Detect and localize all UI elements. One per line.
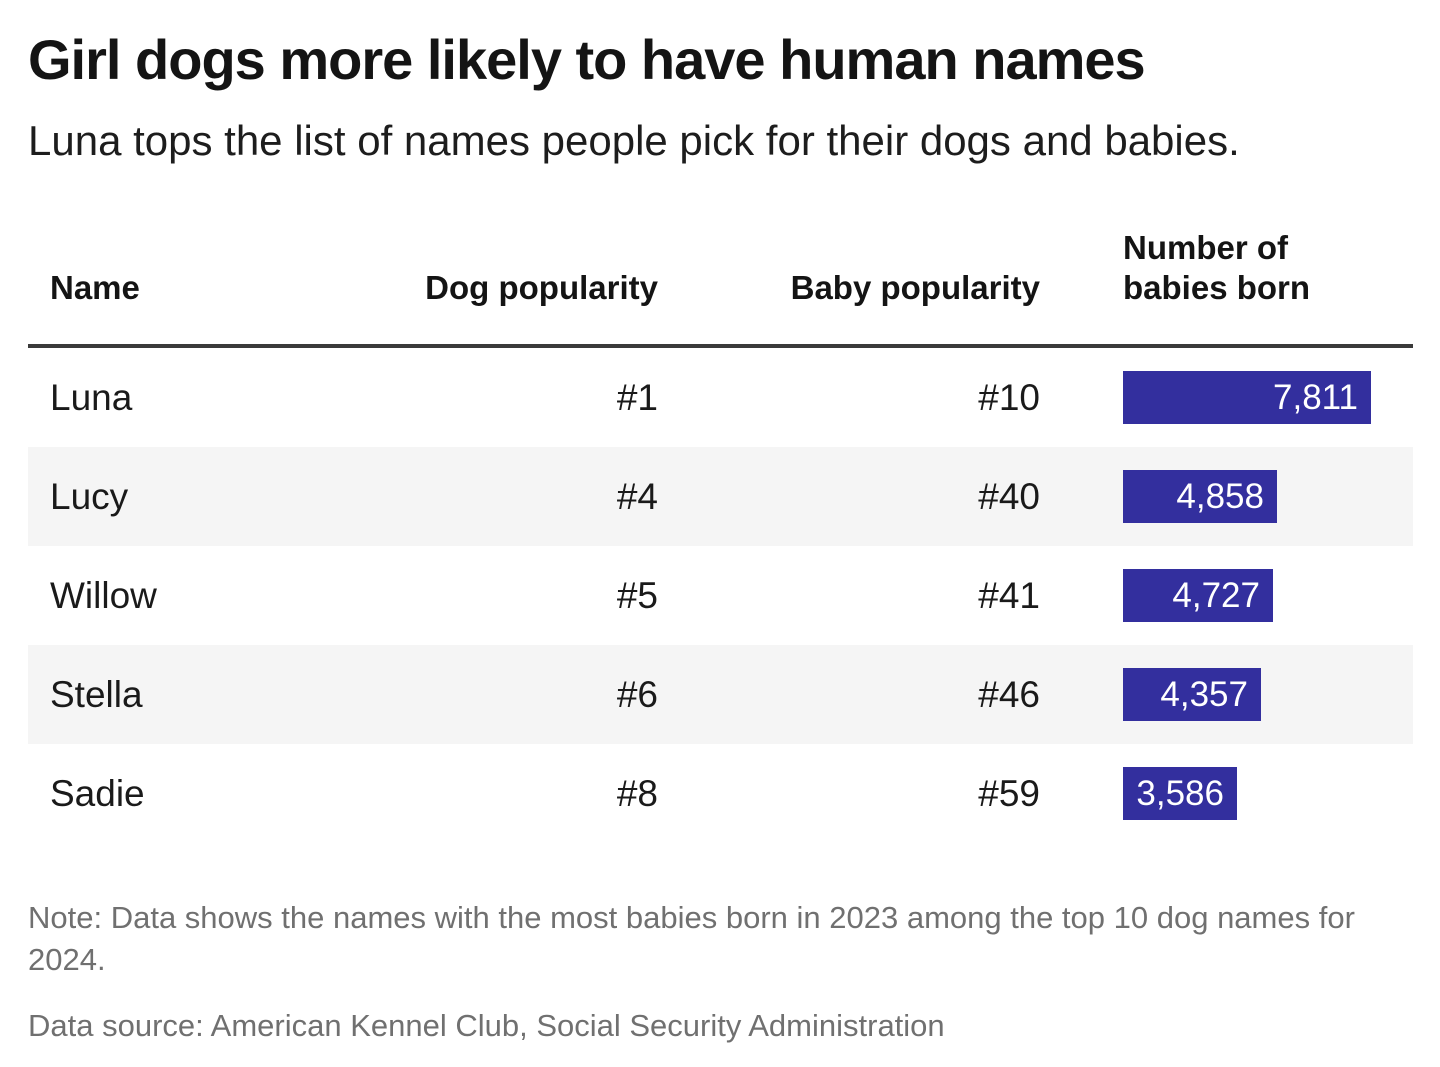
dog-popularity-cell: #1 xyxy=(616,376,658,418)
table-header-row: Name Dog popularity Baby popularity Numb… xyxy=(28,228,1413,349)
note-text: Note: Data shows the names with the most… xyxy=(28,900,1355,978)
babies-born-cell: 7,811 xyxy=(1040,371,1413,425)
baby-popularity-cell: #46 xyxy=(978,673,1040,715)
babies-born-bar: 4,727 xyxy=(1123,569,1273,623)
table-row: Sadie #8 #59 3,586 xyxy=(28,744,1413,843)
baby-popularity-cell: #41 xyxy=(978,574,1040,616)
name-cell: Willow xyxy=(50,574,157,616)
babies-born-cell: 3,586 xyxy=(1040,767,1413,821)
babies-born-bar: 3,586 xyxy=(1123,767,1237,821)
babies-born-bar: 4,357 xyxy=(1123,668,1261,722)
page-title: Girl dogs more likely to have human name… xyxy=(28,28,1146,91)
baby-popularity-cell: #40 xyxy=(978,475,1040,517)
table-row: Stella #6 #46 4,357 xyxy=(28,645,1413,745)
baby-popularity-cell: #10 xyxy=(978,376,1040,418)
dog-popularity-cell: #6 xyxy=(616,673,658,715)
baby-popularity-cell: #59 xyxy=(978,772,1040,814)
babies-born-value: 4,357 xyxy=(1160,674,1248,714)
babies-born-value: 3,586 xyxy=(1136,773,1224,813)
babies-born-value: 4,858 xyxy=(1176,476,1264,516)
column-header-dog-popularity: Dog popularity xyxy=(425,268,658,306)
dog-popularity-cell: #4 xyxy=(616,475,658,517)
babies-born-value: 7,811 xyxy=(1273,377,1358,417)
names-table: Name Dog popularity Baby popularity Numb… xyxy=(28,228,1413,844)
name-cell: Lucy xyxy=(50,475,129,517)
babies-born-bar: 7,811 xyxy=(1123,371,1371,425)
name-cell: Luna xyxy=(50,376,133,418)
table-body: Luna #1 #10 7,811 Lucy #4 #40 4,858 Will… xyxy=(28,348,1413,843)
dog-popularity-cell: #8 xyxy=(616,772,658,814)
column-header-babies-born: Number of babies born xyxy=(1123,228,1311,306)
page-subtitle: Luna tops the list of names people pick … xyxy=(28,117,1240,165)
babies-born-cell: 4,858 xyxy=(1040,470,1413,524)
babies-born-bar: 4,858 xyxy=(1123,470,1277,524)
table-row: Lucy #4 #40 4,858 xyxy=(28,447,1413,547)
name-cell: Stella xyxy=(50,673,143,715)
table-row: Luna #1 #10 7,811 xyxy=(28,348,1413,447)
dog-popularity-cell: #5 xyxy=(616,574,658,616)
name-cell: Sadie xyxy=(50,772,145,814)
table-row: Willow #5 #41 4,727 xyxy=(28,546,1413,645)
footer-notes: Note: Data shows the names with the most… xyxy=(28,897,1398,1047)
column-header-name: Name xyxy=(50,268,140,306)
data-source-text: Data source: American Kennel Club, Socia… xyxy=(28,1007,945,1043)
babies-born-value: 4,727 xyxy=(1172,575,1260,615)
babies-born-cell: 4,727 xyxy=(1040,569,1413,623)
babies-born-cell: 4,357 xyxy=(1040,668,1413,722)
column-header-baby-popularity: Baby popularity xyxy=(790,268,1040,306)
